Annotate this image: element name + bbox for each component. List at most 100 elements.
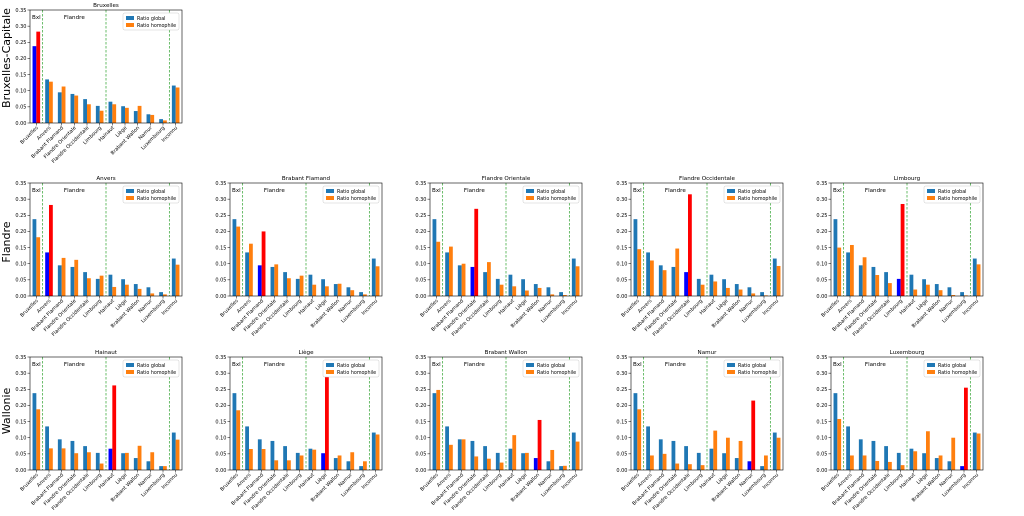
legend-box	[923, 359, 981, 378]
bar-ratio-homophile	[449, 444, 453, 470]
bar-ratio-global	[83, 272, 87, 296]
bar-ratio-homophile	[337, 283, 342, 296]
bar-ratio-global	[521, 453, 525, 470]
legend-label-homophile: Ratio homophile	[337, 196, 376, 202]
bar-ratio-global	[270, 440, 275, 470]
bar-ratio-homophile	[688, 464, 692, 470]
legend-swatch-global	[126, 16, 134, 20]
region-label-flandre: Flandre	[64, 188, 85, 194]
chart-title: Flandre Occidentale	[679, 176, 736, 182]
bar-ratio-global	[371, 432, 376, 470]
y-tick-label: 0.20	[15, 403, 26, 409]
bar-ratio-global	[559, 292, 563, 296]
region-label-bxl: Bxl	[432, 362, 441, 368]
bar-ratio-global	[947, 461, 952, 470]
chart-title: Flandre Orientale	[482, 176, 531, 182]
y-tick-label: 0.00	[15, 121, 26, 127]
legend-label-global: Ratio global	[137, 363, 165, 369]
bar-ratio-homophile	[236, 226, 241, 296]
region-label-flandre: Flandre	[464, 188, 485, 194]
y-tick-label: 0.05	[215, 278, 226, 284]
legend-box	[122, 185, 180, 204]
chart-title: Anvers	[96, 176, 115, 182]
bar-ratio-homophile	[49, 81, 53, 123]
axes-frame	[429, 182, 583, 297]
y-tick-label: 0.25	[415, 387, 426, 393]
y-tick-label: 0.10	[15, 436, 26, 442]
bar-ratio-homophile	[738, 440, 743, 470]
bar-ratio-homophile	[249, 243, 253, 296]
bar-ratio-homophile	[261, 449, 266, 470]
bar-ratio-homophile	[137, 105, 142, 123]
bar-ratio-global	[722, 453, 726, 470]
bar-ratio-global	[922, 279, 926, 296]
y-tick-label: 0.30	[15, 197, 26, 203]
y-tick-label: 0.25	[15, 40, 26, 46]
bar-ratio-global	[121, 279, 125, 296]
bar-ratio-global	[972, 258, 977, 296]
bar-ratio-homophile	[474, 208, 479, 296]
y-tick-label: 0.05	[15, 105, 26, 111]
y-tick-label: 0.05	[816, 452, 827, 458]
legend-label-global: Ratio global	[337, 189, 365, 195]
bar-ratio-homophile	[112, 286, 117, 296]
bar-ratio-homophile	[375, 434, 380, 470]
bar-ratio-homophile	[99, 275, 104, 296]
axes-frame	[830, 182, 984, 297]
bar-ratio-homophile	[837, 247, 842, 296]
bar-ratio-homophile	[150, 452, 155, 470]
y-tick-label: 0.20	[15, 229, 26, 235]
bar-ratio-homophile	[850, 244, 854, 296]
chart-title: Liège	[298, 349, 314, 356]
bar-ratio-global	[909, 274, 914, 296]
legend-swatch-homophile	[526, 370, 534, 374]
bar-ratio-global	[858, 439, 863, 470]
bar-ratio-global	[245, 426, 249, 470]
legend-label-global: Ratio global	[537, 363, 565, 369]
legend-box	[522, 185, 580, 204]
legend-label-global: Ratio global	[337, 363, 365, 369]
bar-ratio-homophile	[163, 294, 167, 296]
y-tick-label: 0.25	[816, 213, 827, 219]
legend-label-homophile: Ratio homophile	[137, 196, 176, 202]
bar-ratio-homophile	[637, 409, 642, 470]
chart-panel: Brabant Wallon 0.00 0.05 0.10 0.15 0.20 0.25 0.…	[415, 350, 583, 512]
bar-ratio-global	[295, 278, 300, 296]
bar-ratio-homophile	[964, 387, 968, 470]
bar-ratio-global	[747, 461, 752, 470]
region-label-bxl: Bxl	[32, 362, 41, 368]
chart-panel: Bruxelles 0.00 0.05 0.10 0.15 0.20 0.25 0.30 0.3…	[15, 3, 183, 165]
bar-ratio-homophile	[550, 294, 555, 296]
y-tick-label: 0.10	[215, 436, 226, 442]
bar-ratio-global	[533, 284, 538, 296]
bar-ratio-homophile	[764, 455, 768, 470]
bar-ratio-homophile	[325, 286, 329, 296]
region-label-flandre: Flandre	[264, 362, 285, 368]
y-tick-label: 0.05	[15, 278, 26, 284]
chart-panel: Luxembourg 0.00 0.05 0.10 0.15 0.20 0.25 0.30 0.…	[816, 350, 984, 512]
bar-ratio-homophile	[900, 203, 905, 296]
bar-ratio-global	[321, 453, 325, 470]
bar-ratio-global	[884, 446, 888, 470]
bar-ratio-global	[521, 279, 525, 296]
y-tick-label: 0.15	[215, 419, 226, 425]
bar-ratio-homophile	[61, 86, 66, 123]
legend-box	[522, 359, 580, 378]
y-tick-label: 0.10	[15, 89, 26, 95]
y-tick-label: 0.00	[15, 468, 26, 474]
bar-ratio-global	[321, 279, 325, 296]
y-tick-label: 0.20	[616, 229, 627, 235]
y-tick-label: 0.10	[816, 262, 827, 268]
bar-ratio-global	[371, 258, 376, 296]
bar-ratio-homophile	[363, 294, 367, 296]
bar-ratio-homophile	[449, 246, 453, 296]
bar-ratio-homophile	[938, 455, 943, 470]
bar-ratio-homophile	[563, 295, 567, 296]
bar-ratio-global	[95, 278, 100, 296]
bar-ratio-global	[772, 258, 777, 296]
bar-ratio-homophile	[713, 430, 718, 470]
y-tick-label: 0.30	[415, 371, 426, 377]
bar-ratio-global	[45, 252, 49, 296]
y-tick-label: 0.30	[215, 371, 226, 377]
